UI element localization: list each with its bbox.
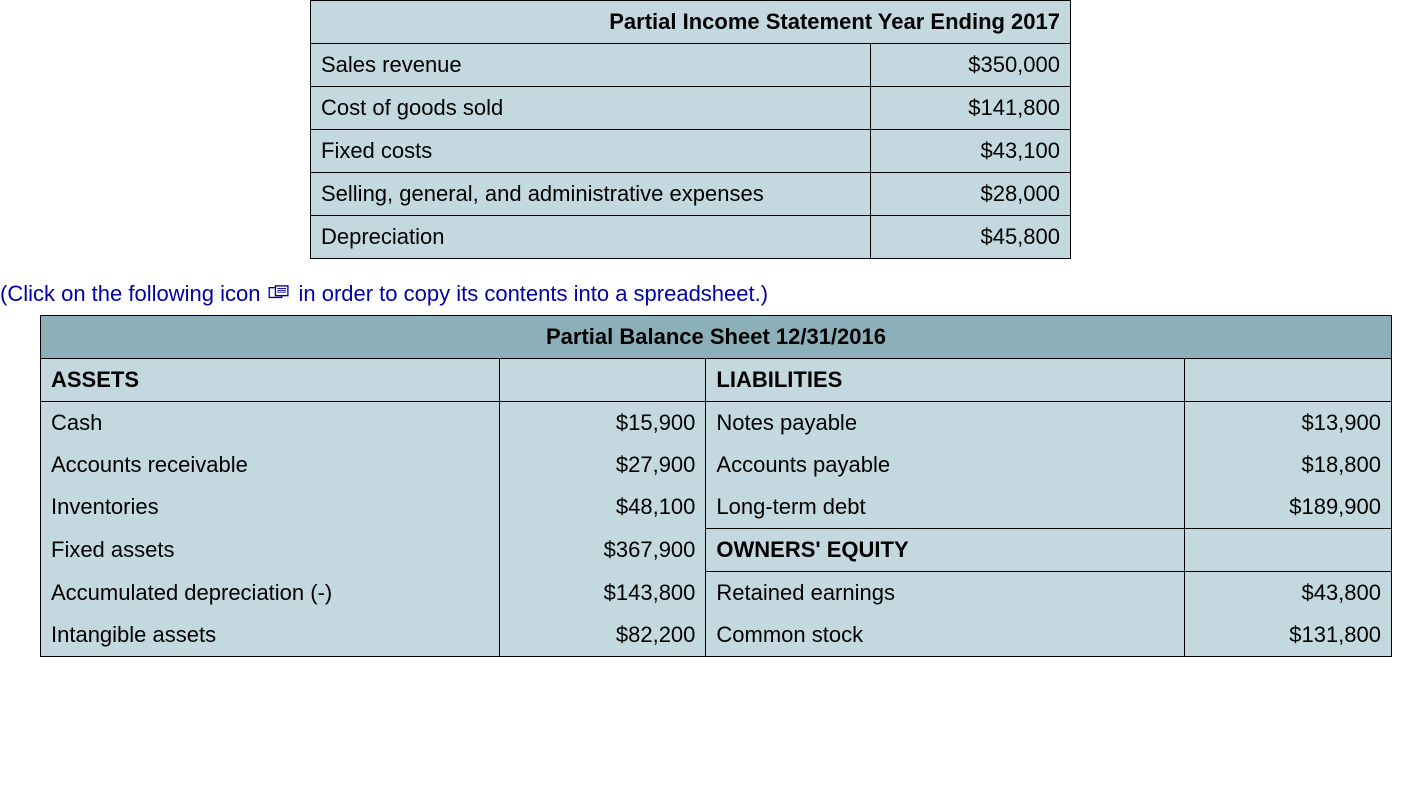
empty-header [1185, 359, 1392, 402]
row-value: $141,800 [871, 87, 1071, 130]
row-label: Sales revenue [311, 44, 871, 87]
equity-value: $131,800 [1185, 614, 1392, 657]
row-value: $28,000 [871, 173, 1071, 216]
asset-label: Cash [41, 402, 500, 445]
copy-instruction: (Click on the following icon in order to… [0, 281, 1406, 307]
liability-label: Notes payable [706, 402, 1185, 445]
instruction-text-after: in order to copy its contents into a spr… [298, 281, 768, 307]
table-row: Inventories $48,100 Long-term debt $189,… [41, 486, 1392, 529]
table-row: Intangible assets $82,200 Common stock $… [41, 614, 1392, 657]
owners-equity-header: OWNERS' EQUITY [706, 529, 1185, 572]
asset-label: Intangible assets [41, 614, 500, 657]
liability-label: Long-term debt [706, 486, 1185, 529]
empty-header [499, 359, 706, 402]
asset-label: Accounts receivable [41, 444, 500, 486]
liability-label: Accounts payable [706, 444, 1185, 486]
asset-value: $367,900 [499, 529, 706, 572]
assets-header: ASSETS [41, 359, 500, 402]
row-value: $45,800 [871, 216, 1071, 259]
row-label: Selling, general, and administrative exp… [311, 173, 871, 216]
row-value: $350,000 [871, 44, 1071, 87]
asset-value: $48,100 [499, 486, 706, 529]
income-statement-title: Partial Income Statement Year Ending 201… [311, 1, 1071, 44]
balance-sheet-table: Partial Balance Sheet 12/31/2016 ASSETS … [40, 315, 1392, 657]
row-value: $43,100 [871, 130, 1071, 173]
equity-label: Retained earnings [706, 572, 1185, 615]
table-row: Sales revenue $350,000 [311, 44, 1071, 87]
income-statement-table: Partial Income Statement Year Ending 201… [310, 0, 1071, 259]
table-row: Accumulated depreciation (-) $143,800 Re… [41, 572, 1392, 615]
empty-header [1185, 529, 1392, 572]
asset-label: Accumulated depreciation (-) [41, 572, 500, 615]
table-row: Cash $15,900 Notes payable $13,900 [41, 402, 1392, 445]
table-row: Depreciation $45,800 [311, 216, 1071, 259]
copy-icon[interactable] [268, 281, 290, 307]
asset-value: $15,900 [499, 402, 706, 445]
table-row: Selling, general, and administrative exp… [311, 173, 1071, 216]
row-label: Depreciation [311, 216, 871, 259]
row-label: Cost of goods sold [311, 87, 871, 130]
equity-label: Common stock [706, 614, 1185, 657]
liability-value: $189,900 [1185, 486, 1392, 529]
asset-value: $27,900 [499, 444, 706, 486]
row-label: Fixed costs [311, 130, 871, 173]
table-row: Fixed costs $43,100 [311, 130, 1071, 173]
balance-sheet-title: Partial Balance Sheet 12/31/2016 [41, 316, 1392, 359]
table-row: Cost of goods sold $141,800 [311, 87, 1071, 130]
equity-value: $43,800 [1185, 572, 1392, 615]
liabilities-header: LIABILITIES [706, 359, 1185, 402]
table-row: Accounts receivable $27,900 Accounts pay… [41, 444, 1392, 486]
liability-value: $18,800 [1185, 444, 1392, 486]
table-row: Fixed assets $367,900 OWNERS' EQUITY [41, 529, 1392, 572]
section-header-row: ASSETS LIABILITIES [41, 359, 1392, 402]
asset-value: $143,800 [499, 572, 706, 615]
asset-label: Fixed assets [41, 529, 500, 572]
liability-value: $13,900 [1185, 402, 1392, 445]
instruction-text-before: (Click on the following icon [0, 281, 260, 307]
asset-label: Inventories [41, 486, 500, 529]
asset-value: $82,200 [499, 614, 706, 657]
